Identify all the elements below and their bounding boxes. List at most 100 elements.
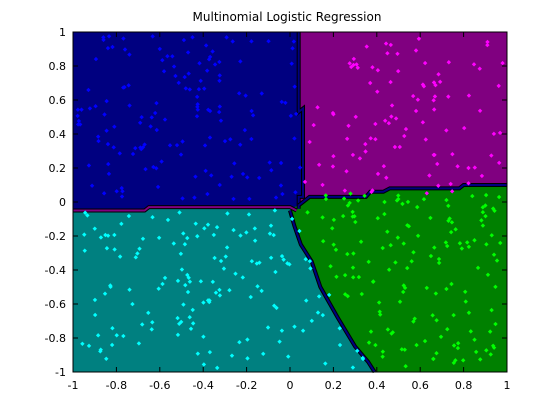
data-point (268, 223, 274, 228)
data-point (344, 169, 349, 174)
data-point (212, 62, 218, 67)
data-point (211, 232, 217, 238)
data-point (437, 79, 443, 85)
data-point (204, 68, 210, 73)
data-point (255, 284, 260, 289)
data-point (415, 204, 420, 210)
data-point (278, 183, 284, 188)
data-point (95, 134, 101, 139)
data-point (170, 54, 175, 59)
data-point (451, 312, 456, 318)
data-point (446, 94, 451, 99)
data-point (358, 239, 364, 244)
data-point (237, 340, 242, 345)
data-point (488, 352, 493, 357)
data-point (101, 191, 107, 196)
data-point (224, 35, 229, 40)
data-point (202, 86, 207, 91)
data-point (326, 292, 332, 298)
data-point (217, 287, 222, 293)
data-points (75, 34, 505, 371)
data-point (394, 198, 400, 203)
data-point (393, 260, 398, 265)
data-point (384, 175, 389, 180)
x-tick-label: 0.6 (411, 379, 429, 392)
data-point (366, 340, 372, 345)
data-point (217, 293, 223, 298)
data-point (102, 112, 107, 117)
data-point (111, 145, 116, 150)
data-point (120, 189, 125, 194)
data-point (175, 315, 180, 321)
data-point (195, 107, 200, 112)
data-point (411, 250, 416, 255)
data-point (389, 114, 394, 119)
data-point (373, 121, 378, 127)
data-point (240, 171, 246, 177)
data-point (350, 214, 355, 219)
data-point (472, 238, 477, 243)
data-point (130, 151, 136, 157)
data-point (126, 83, 131, 88)
data-point (142, 142, 147, 147)
data-point (137, 120, 143, 125)
data-point (178, 251, 184, 256)
data-point (436, 256, 442, 262)
data-point (409, 259, 414, 264)
data-point (345, 293, 350, 299)
data-point (431, 107, 437, 112)
data-point (496, 83, 501, 89)
data-point (400, 201, 405, 207)
data-point (261, 351, 266, 357)
data-point (347, 200, 352, 206)
data-point (162, 117, 168, 122)
data-point (205, 191, 210, 197)
data-point (483, 213, 488, 219)
data-point (86, 163, 92, 168)
data-point (287, 262, 292, 267)
data-point (307, 258, 313, 264)
data-point (85, 213, 90, 218)
data-point (148, 124, 153, 129)
data-point (114, 189, 119, 194)
data-point (302, 179, 308, 185)
data-point (140, 322, 145, 327)
data-point (288, 113, 294, 119)
data-point (122, 47, 128, 52)
data-point (353, 219, 358, 225)
boundary-blue-magenta (297, 32, 305, 209)
boundary-cyan-green (289, 210, 376, 373)
data-point (453, 227, 458, 232)
data-point (136, 341, 142, 346)
data-point (267, 160, 272, 165)
data-point (330, 226, 335, 231)
data-point (238, 59, 243, 64)
data-point (447, 216, 452, 221)
data-point (221, 266, 227, 271)
data-point (300, 328, 306, 333)
data-point (267, 231, 273, 236)
data-point (444, 197, 449, 203)
data-point (297, 165, 303, 170)
data-point (194, 94, 200, 100)
data-point (180, 139, 185, 144)
y-tick-label: 0.6 (49, 94, 67, 107)
data-point (150, 34, 155, 39)
data-point (137, 246, 142, 251)
data-point (229, 174, 234, 179)
data-point (205, 222, 211, 227)
data-point (278, 160, 284, 166)
data-point (214, 224, 220, 230)
data-point (217, 182, 222, 188)
data-point (195, 351, 201, 356)
data-point (212, 255, 217, 261)
data-point (286, 354, 291, 359)
data-point (360, 356, 366, 362)
data-point (455, 345, 461, 351)
data-point (121, 333, 126, 339)
data-point (246, 212, 252, 217)
data-point (156, 286, 161, 291)
x-tick-label: 0.2 (325, 379, 343, 392)
data-point (174, 142, 180, 148)
